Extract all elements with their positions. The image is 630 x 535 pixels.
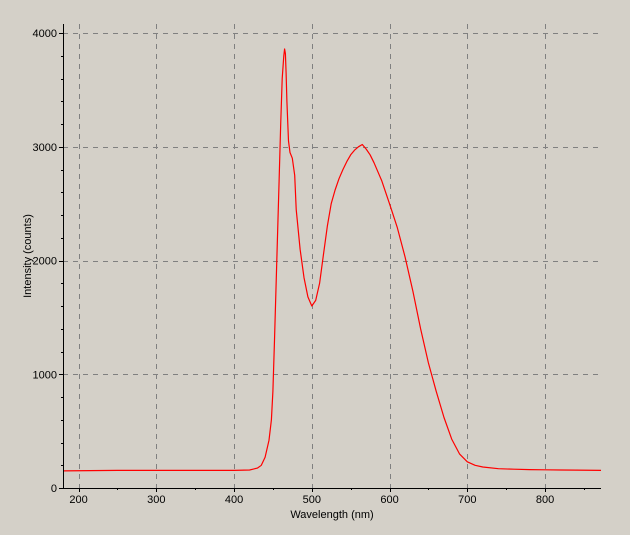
y-tick-label: 4000 bbox=[33, 28, 57, 40]
x-tick-label: 300 bbox=[147, 494, 165, 506]
series-group bbox=[62, 48, 602, 472]
tick-labels: 200 300 400 500 600 700 800 0 1000 2000 3000 4000 bbox=[33, 28, 555, 506]
x-tick-label: 400 bbox=[225, 494, 243, 506]
y-tick-label: 1000 bbox=[33, 369, 57, 381]
y-axis-title: Intensity (counts) bbox=[22, 214, 34, 298]
x-tick-label: 600 bbox=[380, 494, 398, 506]
series-line bbox=[62, 48, 602, 472]
x-tick-label: 500 bbox=[303, 494, 321, 506]
plot-area bbox=[63, 24, 601, 488]
x-tick-label: 700 bbox=[458, 494, 476, 506]
y-tick-label: 0 bbox=[51, 483, 57, 495]
grid bbox=[63, 24, 601, 488]
x-tick-label: 200 bbox=[69, 494, 87, 506]
y-tick-label: 2000 bbox=[33, 256, 57, 268]
x-tick-label: 800 bbox=[536, 494, 554, 506]
y-tick-label: 3000 bbox=[33, 142, 57, 154]
x-axis-title: Wavelength (nm) bbox=[290, 509, 373, 521]
